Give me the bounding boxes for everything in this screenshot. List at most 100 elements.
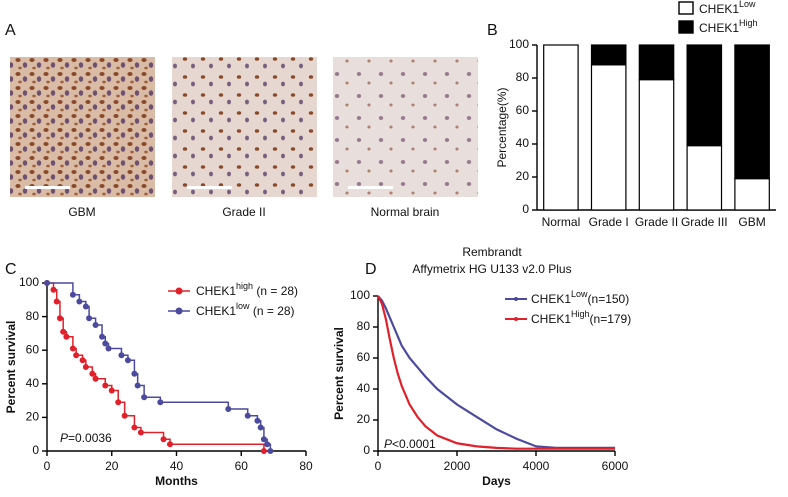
legend-marker (514, 317, 518, 321)
legend-name: CHEK1 (531, 312, 571, 326)
image-caption: Grade II (222, 205, 265, 219)
legend-label: CHEK1High (699, 18, 758, 35)
event-marker (102, 382, 109, 389)
bar-segment (590, 44, 627, 66)
y-tick-label: 100 (350, 288, 370, 302)
event-marker (50, 286, 57, 293)
event-marker (92, 322, 99, 328)
legend-marker (514, 297, 518, 301)
event-marker (124, 357, 131, 364)
y-tick-label: 40 (26, 376, 40, 390)
legend-superscript: Low (571, 289, 588, 299)
event-marker (141, 394, 148, 401)
annotation-text: <0.0001 (392, 437, 436, 451)
event-marker (99, 333, 106, 340)
legend-label: CHEK1High(n=179) (531, 309, 631, 326)
event-marker (257, 424, 264, 431)
x-tick-label: 0 (375, 459, 382, 473)
legend-superscript: Low (739, 0, 756, 9)
scale-bar (25, 186, 70, 189)
chart-subtitle: Affymetrix HG U133 v2.0 Plus (412, 262, 571, 276)
y-tick-label: 0 (522, 202, 529, 216)
event-marker (267, 448, 274, 454)
y-axis-label: Percent survival (332, 327, 346, 420)
bar-segment (686, 44, 723, 147)
legend-label: CHEK1high (n = 28) (196, 281, 298, 298)
event-marker (264, 441, 271, 448)
event-marker (60, 328, 67, 335)
event-marker (131, 370, 138, 377)
bar-segment (590, 64, 627, 211)
survival-curve (377, 295, 615, 449)
panel-label: C (5, 261, 17, 278)
event-marker (137, 429, 144, 436)
y-tick-label: 0 (363, 443, 370, 457)
event-marker (121, 412, 128, 419)
event-marker (134, 382, 141, 389)
x-axis-label: Days (482, 474, 511, 488)
y-tick-label: 40 (516, 136, 530, 150)
legend-suffix: (n = 28) (250, 304, 295, 318)
x-tick-label: Grade II (635, 215, 678, 229)
y-tick-label: 0 (32, 443, 39, 457)
event-marker (86, 315, 93, 322)
x-tick-label: 2000 (444, 459, 471, 473)
x-tick-label: 4000 (523, 459, 550, 473)
y-tick-label: 80 (516, 70, 530, 84)
legend-swatch (678, 1, 694, 15)
x-tick-label: GBM (738, 215, 765, 229)
scale-bar (348, 186, 393, 189)
bar-segment (734, 44, 770, 180)
event-marker (225, 406, 232, 412)
micrograph (172, 57, 317, 197)
legend-name: CHEK1 (699, 21, 739, 35)
legend-swatch (678, 20, 694, 34)
scale-bar (187, 186, 232, 189)
x-tick-label: 20 (105, 459, 119, 473)
event-marker (260, 448, 267, 454)
event-marker (89, 370, 96, 377)
y-tick-label: 20 (357, 412, 371, 426)
event-marker (73, 352, 80, 359)
panel-label: B (487, 22, 498, 39)
y-tick-label: 20 (26, 410, 40, 424)
y-tick-label: 80 (26, 309, 40, 323)
y-tick-label: 60 (26, 342, 40, 356)
event-marker (131, 424, 138, 431)
legend-suffix: (n=150) (588, 292, 630, 306)
x-axis-label: Months (155, 474, 198, 488)
event-marker (69, 345, 76, 352)
legend-suffix: (n = 28) (253, 284, 298, 298)
y-axis-label: Percent survival (4, 321, 18, 414)
event-marker (92, 375, 99, 382)
event-marker (118, 352, 125, 359)
legend-label: CHEK1low (n = 28) (196, 301, 295, 318)
event-marker (76, 298, 83, 305)
legend-superscript: High (739, 18, 758, 28)
legend-label: CHEK1Low(n=150) (531, 289, 629, 306)
annotation: P<0.0001 (384, 437, 436, 451)
x-tick-label: Grade III (681, 215, 728, 229)
legend-name: CHEK1 (196, 304, 236, 318)
bar-segment (734, 178, 770, 211)
x-tick-label: 0 (44, 459, 51, 473)
event-marker (254, 417, 261, 424)
x-tick-label: 40 (170, 459, 184, 473)
event-marker (260, 436, 267, 443)
survival-curve (377, 295, 615, 450)
x-tick-label: 80 (299, 459, 313, 473)
bar-segment (686, 145, 723, 211)
y-tick-label: 100 (509, 37, 529, 51)
legend-label: CHEK1Low (699, 0, 756, 16)
legend-superscript: high (236, 281, 253, 291)
bar-segment (638, 79, 675, 211)
legend-superscript: low (236, 301, 250, 311)
image-caption: GBM (68, 205, 95, 219)
y-tick-label: 100 (19, 275, 39, 289)
panel-label: A (5, 22, 16, 39)
event-marker (105, 345, 112, 352)
y-tick-label: 60 (357, 350, 371, 364)
y-tick-label: 20 (516, 169, 530, 183)
y-tick-label: 60 (516, 103, 530, 117)
